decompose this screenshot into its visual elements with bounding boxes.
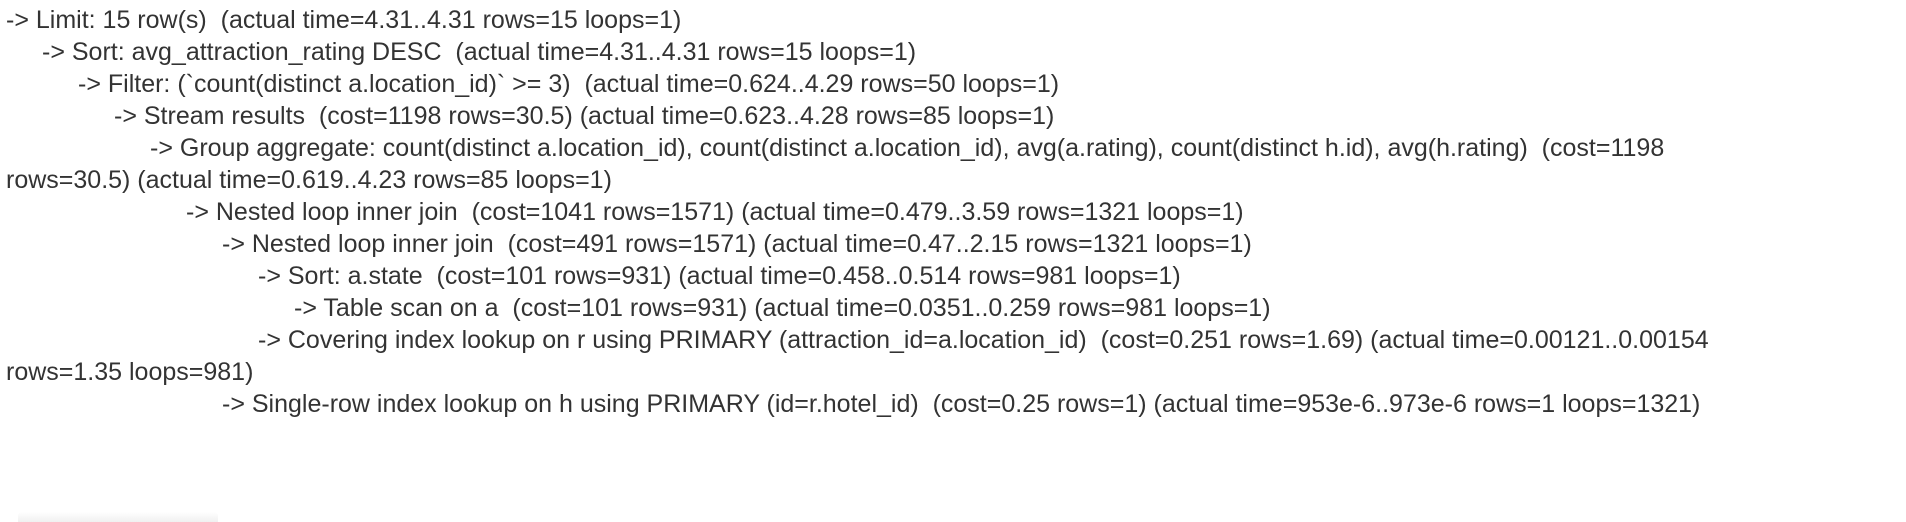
- plan-line: -> Sort: avg_attraction_rating DESC (act…: [42, 38, 917, 66]
- plan-line: -> Covering index lookup on r using PRIM…: [258, 326, 1709, 354]
- plan-line: -> Filter: (`count(distinct a.location_i…: [78, 70, 1060, 98]
- plan-line: -> Nested loop inner join (cost=491 rows…: [222, 230, 1252, 258]
- plan-line: -> Nested loop inner join (cost=1041 row…: [186, 198, 1244, 226]
- plan-line: -> Stream results (cost=1198 rows=30.5) …: [114, 102, 1055, 130]
- plan-line: -> Group aggregate: count(distinct a.loc…: [150, 134, 1665, 162]
- plan-line: rows=30.5) (actual time=0.619..4.23 rows…: [6, 166, 612, 194]
- plan-line: -> Single-row index lookup on h using PR…: [222, 390, 1701, 418]
- plan-line: rows=1.35 loops=981): [6, 358, 254, 386]
- plan-line: -> Table scan on a (cost=101 rows=931) (…: [294, 294, 1271, 322]
- plan-line: -> Sort: a.state (cost=101 rows=931) (ac…: [258, 262, 1181, 290]
- scroll-shadow: [18, 512, 218, 522]
- plan-line: -> Limit: 15 row(s) (actual time=4.31..4…: [6, 6, 682, 34]
